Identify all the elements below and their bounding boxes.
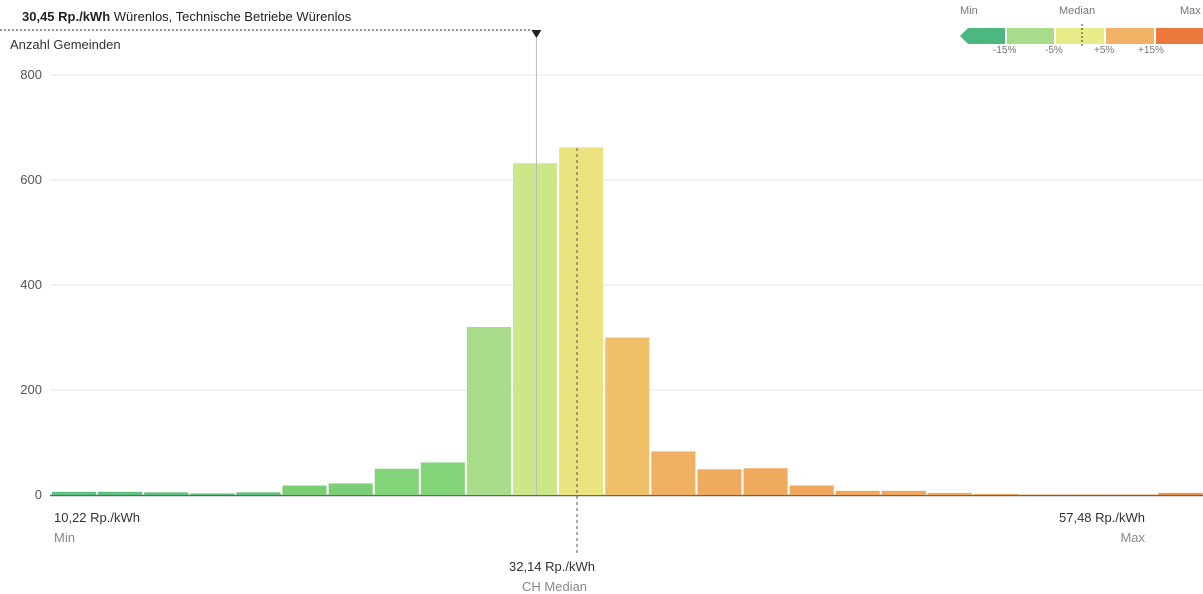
y-tick-4: 800 — [20, 67, 42, 82]
bar-13[interactable] — [651, 451, 696, 495]
bar-19[interactable] — [927, 492, 972, 495]
y-tick-3: 600 — [20, 172, 42, 187]
bar-20[interactable] — [974, 493, 1019, 495]
bar-23[interactable] — [1112, 494, 1157, 495]
bar-10[interactable] — [513, 163, 558, 495]
bar-15[interactable] — [743, 468, 788, 495]
selected-marker-triangle — [531, 30, 542, 38]
max-caption: Max — [1120, 530, 1145, 545]
legend-segment-2 — [1056, 28, 1104, 44]
bar-21[interactable] — [1020, 494, 1065, 495]
min-value-label: 10,22 Rp./kWh — [54, 510, 140, 525]
bar-14[interactable] — [697, 469, 742, 495]
bar-7[interactable] — [374, 468, 419, 495]
legend-tick-4: +15% — [1138, 45, 1164, 56]
selected-price: 30,45 Rp./kWh — [22, 9, 111, 24]
legend-min-label: Min — [960, 5, 978, 17]
bar-8[interactable] — [420, 462, 465, 495]
y-axis-label: Anzahl Gemeinden — [10, 37, 121, 52]
legend-segment-3 — [1106, 28, 1154, 44]
y-tick-2: 400 — [20, 277, 42, 292]
y-tick-0: 0 — [35, 487, 42, 502]
bar-3[interactable] — [190, 493, 235, 495]
selected-location: Würenlos, Technische Betriebe Würenlos — [113, 9, 352, 24]
legend-tick-3: +5% — [1094, 45, 1115, 56]
markers — [0, 29, 578, 555]
bar-24[interactable] — [1158, 492, 1203, 495]
bar-18[interactable] — [881, 490, 926, 495]
legend-segment-1 — [1007, 28, 1054, 44]
bar-9[interactable] — [466, 327, 511, 495]
legend-segment-4 — [1156, 28, 1203, 44]
bar-0[interactable] — [52, 491, 97, 495]
legend-tick-1: -15% — [993, 45, 1017, 56]
bar-5[interactable] — [282, 485, 327, 495]
bar-2[interactable] — [144, 492, 189, 495]
bar-17[interactable] — [835, 490, 880, 495]
max-value-label: 57,48 Rp./kWh — [1059, 510, 1145, 525]
legend-tick-2: -5% — [1045, 45, 1063, 56]
bar-1[interactable] — [98, 491, 143, 495]
y-tick-1: 200 — [20, 382, 42, 397]
bar-12[interactable] — [605, 337, 650, 496]
selected-utility-title: 30,45 Rp./kWh Würenlos, Technische Betri… — [22, 9, 351, 24]
y-tick-labels: 0 200 400 600 800 — [20, 67, 42, 502]
bar-11[interactable] — [559, 147, 604, 495]
median-value-label: 32,14 Rp./kWh — [509, 559, 595, 574]
bar-16[interactable] — [789, 485, 834, 495]
legend-segment-0 — [960, 28, 1005, 44]
legend-median-label: Median — [1059, 5, 1096, 17]
median-caption: CH Median — [522, 579, 588, 594]
histogram-bars — [52, 147, 1203, 495]
legend-color-scale — [960, 24, 1203, 48]
bar-6[interactable] — [328, 483, 373, 495]
bar-4[interactable] — [236, 492, 281, 495]
bar-22[interactable] — [1066, 494, 1111, 495]
min-caption: Min — [54, 530, 75, 545]
legend-max-label: Max — [1180, 5, 1201, 17]
